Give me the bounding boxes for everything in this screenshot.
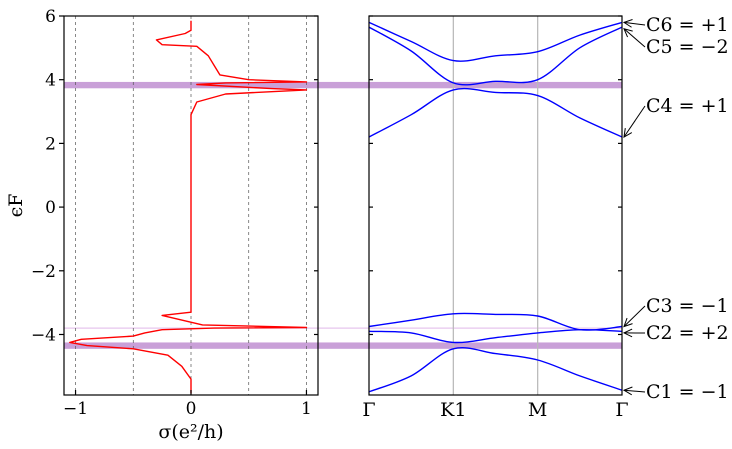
left-ticks: −4 −2 0 2 4 6 −1 0 1 [31,7,318,419]
y-tick-label: −2 [31,262,56,282]
y-tick-label: 2 [45,134,56,154]
y-tick-label: 0 [45,198,56,218]
gap-band-2 [64,327,622,329]
chern-label: C6 = +1 [646,14,729,36]
x-tick-label: 1 [301,399,312,419]
chern-arrow [623,389,646,393]
gap-band-1 [64,342,622,349]
chern-annotations: C6 = +1C5 = −2 C4 = +1 C3 = −1 C2 = +2 C1 = … [622,14,729,403]
x-axis-label: σ(e²/h) [158,421,223,443]
chern-arrowhead [622,386,633,396]
band-structure-panel: Γ K1 M Γ C6 = +1C5 = −2 C4 = +1 C3 = −1 C2 = +… [362,14,728,421]
chern-label: C1 = −1 [646,381,729,403]
k-label: K1 [440,399,466,421]
x-tick-label: −1 [63,399,88,419]
chern-label: C4 = +1 [646,95,729,117]
conductivity-curve [69,20,308,394]
k-label: M [528,399,547,421]
y-tick-label: −4 [31,325,56,345]
band-line-band6 [368,21,623,62]
y-axis-label: ϵF [5,194,27,218]
chern-arrow [623,305,646,327]
y-tick-label: 4 [45,71,56,91]
x-tick-label: 0 [186,399,197,419]
k-label: Γ [362,399,375,421]
chern-label: C5 = −2 [646,36,729,58]
gap-band-0 [64,81,622,89]
right-axes-frame [368,15,623,396]
k-label: Γ [615,399,628,421]
band-line-band4 [368,87,623,138]
band-line-band5 [368,26,623,86]
chern-label: C2 = +2 [646,322,729,344]
right-ticks: Γ K1 M Γ [362,15,629,421]
chern-arrowhead [623,27,633,38]
gap-bands [64,81,622,349]
chern-arrowhead [623,128,633,138]
chern-arrow [623,21,646,26]
band-line-band3 [368,312,623,331]
chern-arrowhead [622,19,633,28]
band-curves [368,21,623,393]
band-line-band2 [368,328,623,344]
conductivity-line [69,20,308,394]
chern-arrow [623,28,646,48]
chern-arrow [623,105,646,138]
chern-arrowhead [622,328,633,338]
y-tick-label: 6 [45,7,56,27]
band-line-band1 [368,347,623,393]
chern-label: C3 = −1 [646,295,729,317]
chern-arrowhead [623,317,633,328]
conductivity-panel: −4 −2 0 2 4 6 −1 0 1 ϵF σ(e²/h) [5,7,319,443]
